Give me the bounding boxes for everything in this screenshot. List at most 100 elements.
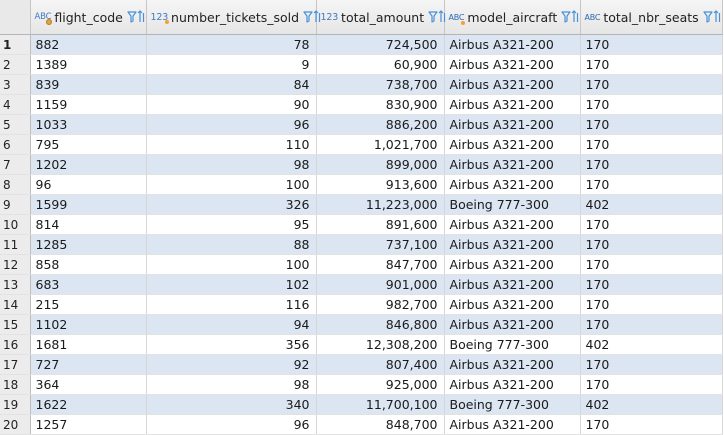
cell-total-nbr-seats[interactable]: 402	[580, 334, 723, 355]
sort-filter-icon[interactable]	[561, 10, 579, 24]
table-row[interactable]: 15 1102 94 846,800 Airbus A321-200 170	[0, 314, 723, 335]
cell-total-amount[interactable]: 724,500	[316, 34, 445, 55]
cell-total-nbr-seats[interactable]: 170	[580, 354, 723, 375]
table-row[interactable]: 20 1257 96 848,700 Airbus A321-200 170	[0, 414, 723, 435]
cell-flight-code[interactable]: 1285	[30, 234, 147, 255]
corner-cell[interactable]	[0, 0, 31, 35]
row-number[interactable]: 4	[0, 94, 31, 115]
cell-total-amount[interactable]: 830,900	[316, 94, 445, 115]
cell-number-tickets-sold[interactable]: 90	[146, 94, 317, 115]
cell-model-aircraft[interactable]: Airbus A321-200	[444, 154, 581, 175]
cell-total-nbr-seats[interactable]: 170	[580, 214, 723, 235]
cell-total-nbr-seats[interactable]: 170	[580, 74, 723, 95]
cell-flight-code[interactable]: 364	[30, 374, 147, 395]
cell-number-tickets-sold[interactable]: 78	[146, 34, 317, 55]
cell-model-aircraft[interactable]: Boeing 777-300	[444, 394, 581, 415]
cell-total-amount[interactable]: 807,400	[316, 354, 445, 375]
cell-number-tickets-sold[interactable]: 94	[146, 314, 317, 335]
cell-total-amount[interactable]: 1,021,700	[316, 134, 445, 155]
cell-total-nbr-seats[interactable]: 170	[580, 54, 723, 75]
table-row[interactable]: 14 215 116 982,700 Airbus A321-200 170	[0, 294, 723, 315]
cell-flight-code[interactable]: 727	[30, 354, 147, 375]
cell-total-nbr-seats[interactable]: 170	[580, 234, 723, 255]
cell-total-amount[interactable]: 738,700	[316, 74, 445, 95]
column-header-total-amount[interactable]: 123 total_amount	[316, 0, 446, 35]
cell-total-amount[interactable]: 925,000	[316, 374, 445, 395]
cell-model-aircraft[interactable]: Airbus A321-200	[444, 314, 581, 335]
row-number[interactable]: 5	[0, 114, 31, 135]
table-row[interactable]: 1 882 78 724,500 Airbus A321-200 170	[0, 34, 723, 55]
row-number[interactable]: 20	[0, 414, 31, 435]
row-number[interactable]: 6	[0, 134, 31, 155]
cell-model-aircraft[interactable]: Airbus A321-200	[444, 74, 581, 95]
cell-total-amount[interactable]: 891,600	[316, 214, 445, 235]
cell-flight-code[interactable]: 814	[30, 214, 147, 235]
cell-total-amount[interactable]: 846,800	[316, 314, 445, 335]
cell-total-amount[interactable]: 60,900	[316, 54, 445, 75]
cell-model-aircraft[interactable]: Airbus A321-200	[444, 134, 581, 155]
cell-flight-code[interactable]: 1389	[30, 54, 147, 75]
cell-total-amount[interactable]: 982,700	[316, 294, 445, 315]
sort-filter-icon[interactable]	[303, 10, 321, 24]
cell-flight-code[interactable]: 858	[30, 254, 147, 275]
cell-total-nbr-seats[interactable]: 402	[580, 394, 723, 415]
cell-flight-code[interactable]: 1599	[30, 194, 147, 215]
cell-number-tickets-sold[interactable]: 356	[146, 334, 317, 355]
table-row[interactable]: 11 1285 88 737,100 Airbus A321-200 170	[0, 234, 723, 255]
cell-flight-code[interactable]: 1033	[30, 114, 147, 135]
cell-total-nbr-seats[interactable]: 170	[580, 114, 723, 135]
table-row[interactable]: 10 814 95 891,600 Airbus A321-200 170	[0, 214, 723, 235]
row-number[interactable]: 18	[0, 374, 31, 395]
cell-model-aircraft[interactable]: Airbus A321-200	[444, 174, 581, 195]
row-number[interactable]: 16	[0, 334, 31, 355]
cell-number-tickets-sold[interactable]: 100	[146, 254, 317, 275]
cell-total-amount[interactable]: 847,700	[316, 254, 445, 275]
cell-total-amount[interactable]: 11,223,000	[316, 194, 445, 215]
cell-flight-code[interactable]: 1202	[30, 154, 147, 175]
cell-flight-code[interactable]: 839	[30, 74, 147, 95]
cell-total-nbr-seats[interactable]: 170	[580, 274, 723, 295]
column-header-number-tickets-sold[interactable]: 123 number_tickets_sold	[146, 0, 321, 35]
table-row[interactable]: 9 1599 326 11,223,000 Boeing 777-300 402	[0, 194, 723, 215]
cell-total-amount[interactable]: 848,700	[316, 414, 445, 435]
cell-model-aircraft[interactable]: Airbus A321-200	[444, 114, 581, 135]
row-number[interactable]: 15	[0, 314, 31, 335]
cell-total-nbr-seats[interactable]: 170	[580, 94, 723, 115]
cell-flight-code[interactable]: 1622	[30, 394, 147, 415]
cell-total-amount[interactable]: 901,000	[316, 274, 445, 295]
table-row[interactable]: 19 1622 340 11,700,100 Boeing 777-300 40…	[0, 394, 723, 415]
cell-model-aircraft[interactable]: Airbus A321-200	[444, 214, 581, 235]
sort-filter-icon[interactable]	[428, 10, 446, 24]
cell-flight-code[interactable]: 1681	[30, 334, 147, 355]
cell-total-nbr-seats[interactable]: 170	[580, 414, 723, 435]
cell-model-aircraft[interactable]: Airbus A321-200	[444, 274, 581, 295]
cell-number-tickets-sold[interactable]: 102	[146, 274, 317, 295]
row-number[interactable]: 9	[0, 194, 31, 215]
cell-total-nbr-seats[interactable]: 170	[580, 294, 723, 315]
cell-model-aircraft[interactable]: Airbus A321-200	[444, 54, 581, 75]
cell-model-aircraft[interactable]: Airbus A321-200	[444, 34, 581, 55]
row-number[interactable]: 7	[0, 154, 31, 175]
cell-total-amount[interactable]: 913,600	[316, 174, 445, 195]
cell-total-amount[interactable]: 886,200	[316, 114, 445, 135]
sort-filter-icon[interactable]	[703, 10, 721, 24]
table-row[interactable]: 2 1389 9 60,900 Airbus A321-200 170	[0, 54, 723, 75]
cell-flight-code[interactable]: 1102	[30, 314, 147, 335]
table-row[interactable]: 8 96 100 913,600 Airbus A321-200 170	[0, 174, 723, 195]
row-number[interactable]: 17	[0, 354, 31, 375]
table-row[interactable]: 4 1159 90 830,900 Airbus A321-200 170	[0, 94, 723, 115]
table-row[interactable]: 18 364 98 925,000 Airbus A321-200 170	[0, 374, 723, 395]
table-row[interactable]: 12 858 100 847,700 Airbus A321-200 170	[0, 254, 723, 275]
cell-number-tickets-sold[interactable]: 84	[146, 74, 317, 95]
cell-model-aircraft[interactable]: Airbus A321-200	[444, 254, 581, 275]
cell-flight-code[interactable]: 683	[30, 274, 147, 295]
row-number[interactable]: 11	[0, 234, 31, 255]
column-header-total-nbr-seats[interactable]: ABC total_nbr_seats	[580, 0, 723, 35]
column-header-model-aircraft[interactable]: ABC model_aircraft	[444, 0, 581, 35]
row-number[interactable]: 13	[0, 274, 31, 295]
cell-total-nbr-seats[interactable]: 170	[580, 174, 723, 195]
row-number[interactable]: 2	[0, 54, 31, 75]
cell-total-nbr-seats[interactable]: 170	[580, 154, 723, 175]
cell-number-tickets-sold[interactable]: 340	[146, 394, 317, 415]
cell-model-aircraft[interactable]: Airbus A321-200	[444, 94, 581, 115]
